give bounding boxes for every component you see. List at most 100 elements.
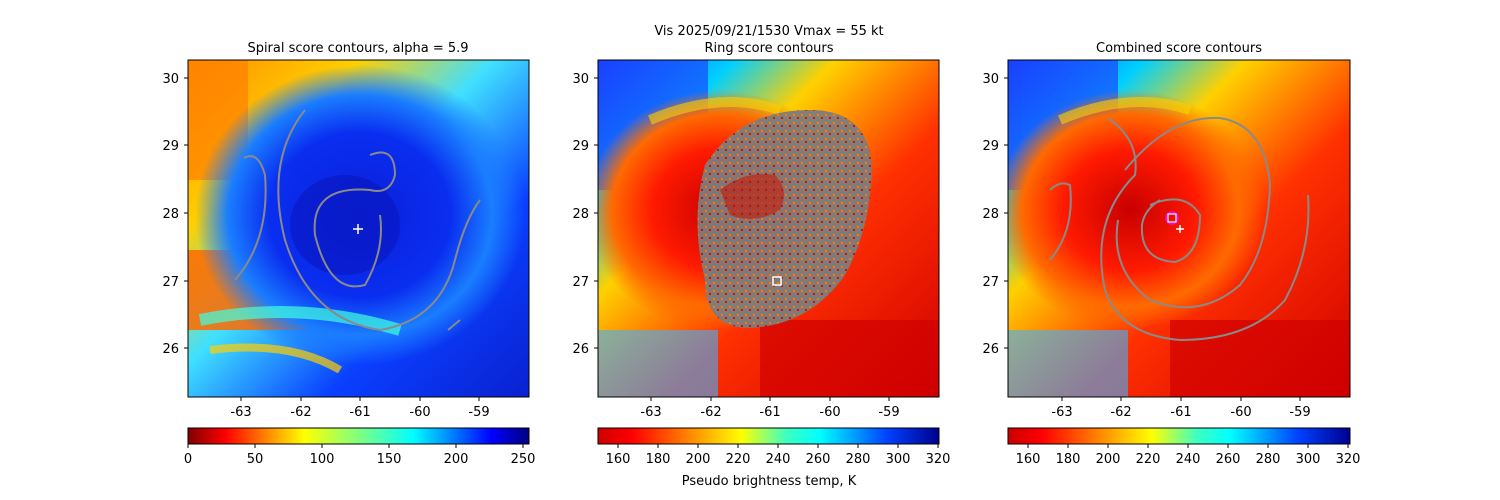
y-tick: 26 (572, 342, 598, 357)
svg-text:280: 280 (846, 452, 871, 467)
svg-text:200: 200 (1096, 452, 1121, 467)
cbar-tick: 280 (1256, 444, 1281, 467)
svg-text:-63: -63 (640, 405, 661, 420)
svg-text:-63: -63 (1051, 405, 1072, 420)
svg-text:160: 160 (606, 452, 631, 467)
svg-text:200: 200 (686, 452, 711, 467)
cbar-tick: 200 (444, 444, 469, 467)
panel-3-contours (1049, 116, 1310, 342)
cbar-tick: 220 (726, 444, 751, 467)
panel-3-frame (1007, 59, 1351, 398)
panel-ring: Ring score contours -63 -62 -61 -60 -59 … (572, 41, 950, 489)
svg-text:-62: -62 (700, 405, 721, 420)
svg-text:-61: -61 (349, 405, 370, 420)
y-tick: 28 (572, 207, 598, 222)
x-tick: -63 (230, 397, 252, 420)
cbar-tick: 260 (806, 444, 830, 467)
cbar-tick: 320 (1336, 444, 1361, 467)
svg-text:29: 29 (982, 139, 999, 154)
svg-text:-60: -60 (819, 405, 840, 420)
svg-text:100: 100 (310, 452, 335, 467)
panel-1-colorbar: 0 50 100 150 200 250 (184, 427, 536, 467)
y-tick: 29 (572, 139, 598, 154)
svg-text:27: 27 (982, 275, 999, 290)
svg-text:30: 30 (572, 72, 589, 87)
panel-1-center-marker (353, 224, 363, 234)
panel-3-colorbar: 160 180 200 220 240 260 280 300 320 (1007, 427, 1361, 467)
svg-text:-60: -60 (1230, 405, 1251, 420)
panel-3-image (1008, 60, 1350, 397)
panel-spiral: Spiral score contours, alpha = 5.9 -63 -… (162, 41, 535, 467)
y-tick: 30 (572, 72, 598, 87)
x-tick: -60 (819, 397, 841, 420)
cbar-tick: 200 (686, 444, 711, 467)
svg-text:240: 240 (1176, 452, 1201, 467)
svg-text:26: 26 (162, 342, 179, 357)
cbar-tick: 150 (377, 444, 402, 467)
svg-text:28: 28 (982, 207, 999, 222)
panel-3-secondary-marker (1165, 211, 1179, 225)
svg-text:150: 150 (377, 452, 402, 467)
svg-text:280: 280 (1256, 452, 1281, 467)
svg-text:-59: -59 (1289, 405, 1310, 420)
svg-text:220: 220 (726, 452, 751, 467)
cbar-tick: 50 (247, 444, 264, 467)
svg-text:26: 26 (982, 342, 999, 357)
svg-text:250: 250 (511, 452, 536, 467)
cbar-tick: 180 (1056, 444, 1081, 467)
cbar-tick: 240 (1176, 444, 1201, 467)
svg-text:240: 240 (766, 452, 791, 467)
svg-text:50: 50 (247, 452, 264, 467)
y-tick: 30 (982, 72, 1008, 87)
svg-text:27: 27 (572, 275, 589, 290)
x-tick: -60 (409, 397, 431, 420)
x-tick: -61 (1170, 397, 1192, 420)
cbar-tick: 240 (766, 444, 791, 467)
svg-text:200: 200 (444, 452, 469, 467)
svg-text:300: 300 (886, 452, 911, 467)
svg-text:-59: -59 (878, 405, 899, 420)
svg-text:-59: -59 (468, 405, 489, 420)
svg-text:-62: -62 (1110, 405, 1131, 420)
y-tick: 29 (162, 139, 188, 154)
cbar-tick: 250 (511, 444, 536, 467)
panel-2-yaxis: 26 27 28 29 30 (572, 72, 598, 357)
svg-text:0: 0 (184, 452, 192, 467)
y-tick: 29 (982, 139, 1008, 154)
colorbar-label: Pseudo brightness temp, K (682, 474, 857, 489)
x-tick: -61 (349, 397, 371, 420)
panel-1-frame (187, 59, 530, 398)
cbar-tick: 200 (1096, 444, 1121, 467)
svg-text:220: 220 (1136, 452, 1161, 467)
x-tick: -59 (468, 397, 490, 420)
svg-text:26: 26 (572, 342, 589, 357)
svg-text:180: 180 (1056, 452, 1081, 467)
cbar-tick: 100 (310, 444, 335, 467)
svg-text:30: 30 (982, 72, 999, 87)
svg-text:28: 28 (162, 207, 179, 222)
svg-text:320: 320 (926, 452, 951, 467)
svg-text:320: 320 (1336, 452, 1361, 467)
svg-text:-60: -60 (409, 405, 430, 420)
x-tick: -59 (1289, 397, 1311, 420)
panel-3-yaxis: 26 27 28 29 30 (982, 72, 1008, 357)
panel-1-contours (234, 109, 481, 332)
svg-text:160: 160 (1016, 452, 1041, 467)
panel-3-title: Combined score contours (1096, 41, 1262, 56)
svg-text:30: 30 (162, 72, 179, 87)
panel-3-xaxis: -63 -62 -61 -60 -59 (1051, 397, 1311, 420)
x-tick: -59 (878, 397, 900, 420)
panel-1-xaxis: -63 -62 -61 -60 -59 (230, 397, 490, 420)
y-tick: 27 (982, 275, 1008, 290)
panel-2-frame (597, 59, 940, 398)
cbar-tick: 280 (846, 444, 871, 467)
panel-3-center-marker (1176, 225, 1184, 233)
panel-2-title: Ring score contours (704, 41, 833, 56)
svg-text:180: 180 (646, 452, 671, 467)
svg-text:-61: -61 (1170, 405, 1191, 420)
x-tick: -62 (700, 397, 722, 420)
y-tick: 28 (982, 207, 1008, 222)
panel-1-title: Spiral score contours, alpha = 5.9 (247, 41, 468, 56)
svg-text:28: 28 (572, 207, 589, 222)
